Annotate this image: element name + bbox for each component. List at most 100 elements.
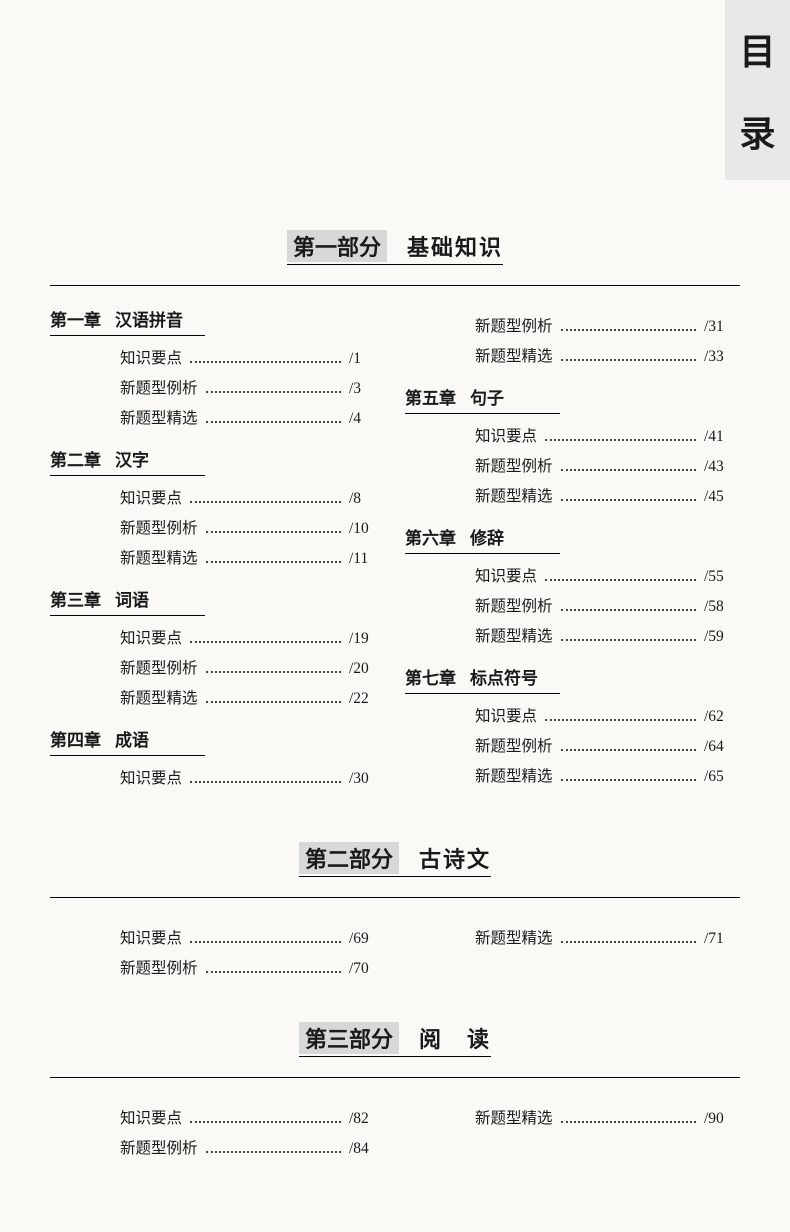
page-number: /59 [704, 628, 740, 646]
toc-chapter: 第五章句子知识要点/41新题型例析/43新题型精选/45 [405, 384, 740, 506]
entry-label: 新题型例析 [120, 1136, 198, 1158]
entry-label: 知识要点 [120, 346, 182, 368]
toc-entry: 新题型精选/65 [405, 764, 740, 786]
page-number: /31 [704, 318, 740, 336]
toc-column: 新题型例析/31新题型精选/33第五章句子知识要点/41新题型例析/43新题型精… [405, 306, 740, 806]
entry-label: 新题型精选 [475, 484, 553, 506]
chapter-number: 第二章 [50, 446, 101, 471]
entry-label: 知识要点 [120, 626, 182, 648]
leader-dots [561, 772, 696, 781]
toc-column: 第一章汉语拼音知识要点/1新题型例析/3新题型精选/4第二章汉字知识要点/8新题… [50, 306, 385, 806]
chapter-title: 句子 [470, 384, 504, 409]
flat-entries: 知识要点/69新题型例析/70 [50, 926, 385, 978]
chapter-heading: 第三章词语 [50, 586, 205, 616]
page-number: /69 [349, 930, 385, 948]
leader-dots [190, 354, 341, 363]
leader-dots [545, 432, 696, 441]
leader-dots [561, 602, 696, 611]
leader-dots [206, 964, 341, 973]
page-number: /1 [349, 350, 385, 368]
page-number: /4 [349, 410, 385, 428]
leader-dots [561, 1114, 696, 1123]
page-number: /62 [704, 708, 740, 726]
divider [50, 1077, 740, 1078]
page-number: /71 [704, 930, 740, 948]
toc-chapter: 第六章修辞知识要点/55新题型例析/58新题型精选/59 [405, 524, 740, 646]
entry-label: 新题型精选 [475, 926, 553, 948]
toc-entry: 新题型精选/71 [405, 926, 740, 948]
page-number: /30 [349, 770, 385, 788]
page-number: /43 [704, 458, 740, 476]
toc-entry: 知识要点/62 [405, 704, 740, 726]
toc-entry: 知识要点/30 [50, 766, 385, 788]
leader-dots [561, 352, 696, 361]
part-label: 第一部分 [287, 230, 387, 262]
entry-label: 新题型例析 [120, 376, 198, 398]
leader-dots [206, 1144, 341, 1153]
entry-label: 新题型例析 [475, 594, 553, 616]
toc-entry: 知识要点/82 [50, 1106, 385, 1128]
toc-chapter: 第四章成语知识要点/30 [50, 726, 385, 788]
toc-entry: 知识要点/1 [50, 346, 385, 368]
toc-entry: 新题型例析/43 [405, 454, 740, 476]
entry-label: 新题型例析 [475, 314, 553, 336]
entry-label: 新题型精选 [475, 1106, 553, 1128]
toc-column: 知识要点/69新题型例析/70 [50, 918, 385, 986]
entry-label: 新题型精选 [475, 344, 553, 366]
leader-dots [561, 742, 696, 751]
leader-dots [561, 632, 696, 641]
toc-column: 知识要点/82新题型例析/84 [50, 1098, 385, 1166]
toc-chapter: 新题型例析/31 新题型精选/33 [405, 314, 740, 366]
toc-chapter: 第一章汉语拼音知识要点/1新题型例析/3新题型精选/4 [50, 306, 385, 428]
leader-dots [206, 664, 341, 673]
entry-label: 知识要点 [120, 766, 182, 788]
part-header: 第三部分阅 读 [50, 1022, 740, 1057]
toc-entry: 知识要点/8 [50, 486, 385, 508]
entry-label: 知识要点 [120, 926, 182, 948]
page-number: /90 [704, 1110, 740, 1128]
toc-entry: 知识要点/69 [50, 926, 385, 948]
toc-content: 第一部分基础知识第一章汉语拼音知识要点/1新题型例析/3新题型精选/4第二章汉字… [0, 0, 790, 1232]
entry-label: 新题型例析 [120, 516, 198, 538]
chapter-number: 第四章 [50, 726, 101, 751]
leader-dots [561, 462, 696, 471]
page-tab: 目 录 [725, 0, 790, 180]
leader-dots [545, 712, 696, 721]
part-label: 第二部分 [299, 842, 399, 874]
part-title: 阅 读 [419, 1022, 491, 1054]
toc-entry: 新题型例析/31 [405, 314, 740, 336]
toc-entry: 知识要点/55 [405, 564, 740, 586]
entry-label: 知识要点 [475, 564, 537, 586]
page-number: /58 [704, 598, 740, 616]
toc-entry: 新题型例析/10 [50, 516, 385, 538]
chapter-number: 第三章 [50, 586, 101, 611]
leader-dots [190, 934, 341, 943]
chapter-number: 第一章 [50, 306, 101, 331]
divider [50, 285, 740, 286]
page-number: /3 [349, 380, 385, 398]
toc-column: 新题型精选/90 [405, 1098, 740, 1166]
leader-dots [561, 492, 696, 501]
entry-label: 新题型例析 [475, 454, 553, 476]
part-title: 基础知识 [407, 230, 503, 262]
toc-entry: 新题型精选/33 [405, 344, 740, 366]
leader-dots [206, 414, 341, 423]
page-number: /55 [704, 568, 740, 586]
toc-entry: 新题型例析/20 [50, 656, 385, 678]
chapter-heading: 第二章汉字 [50, 446, 205, 476]
chapter-heading: 第六章修辞 [405, 524, 560, 554]
leader-dots [190, 494, 341, 503]
flat-entries: 新题型精选/90 [405, 1106, 740, 1128]
chapter-title: 成语 [115, 726, 149, 751]
toc-entry: 新题型例析/3 [50, 376, 385, 398]
page-number: /45 [704, 488, 740, 506]
toc-chapter: 第二章汉字知识要点/8新题型例析/10新题型精选/11 [50, 446, 385, 568]
leader-dots [206, 384, 341, 393]
page-number: /20 [349, 660, 385, 678]
page-tab-char-2: 录 [739, 105, 775, 157]
toc-part: 第三部分阅 读知识要点/82新题型例析/84新题型精选/90 [50, 1022, 740, 1166]
chapter-title: 汉字 [115, 446, 149, 471]
two-column-layout: 知识要点/82新题型例析/84新题型精选/90 [50, 1098, 740, 1166]
chapter-number: 第五章 [405, 384, 456, 409]
chapter-title: 词语 [115, 586, 149, 611]
